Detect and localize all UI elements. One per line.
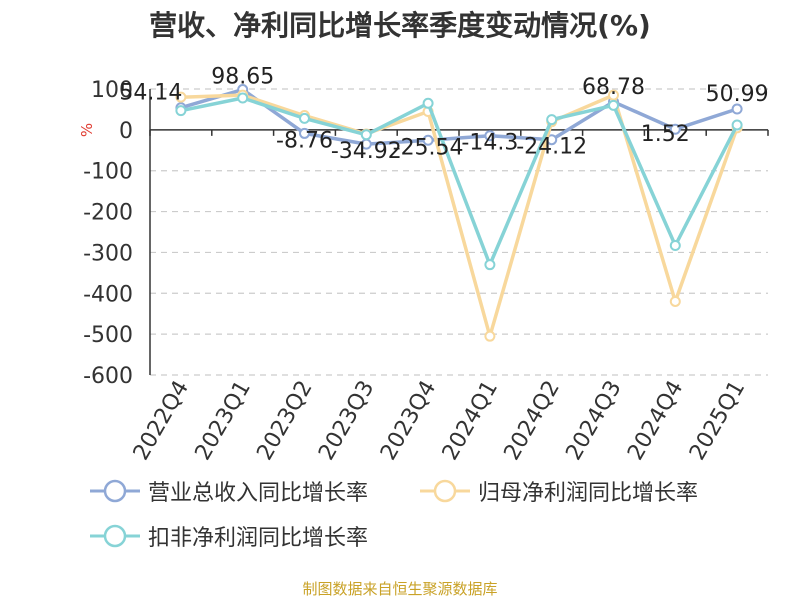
data-point xyxy=(484,130,496,142)
x-tick-label: 2023Q1 xyxy=(191,377,256,465)
data-point xyxy=(237,92,249,104)
y-tick-label: -100 xyxy=(83,160,133,185)
data-point xyxy=(484,259,496,271)
data-label: -8.76 xyxy=(276,128,333,153)
x-tick-label: 2024Q2 xyxy=(500,377,565,465)
x-tick-label: 2023Q4 xyxy=(376,376,441,464)
data-point xyxy=(731,103,743,115)
y-tick-label: -200 xyxy=(83,201,133,226)
y-tick-label: -500 xyxy=(83,323,133,348)
legend-item[interactable]: 营业总收入同比增长率 xyxy=(90,474,368,508)
data-point xyxy=(299,112,310,124)
legend-marker xyxy=(103,479,127,503)
y-axis-label: % xyxy=(78,123,96,137)
data-label: 1.52 xyxy=(641,122,690,147)
source-note: 制图数据来自恒生聚源数据库 xyxy=(302,580,498,598)
legend-symbol xyxy=(90,479,140,503)
data-point xyxy=(422,97,434,109)
y-tick-label: 0 xyxy=(119,119,133,144)
y-tick-label: 100 xyxy=(91,78,133,103)
x-tick-label: 2024Q1 xyxy=(438,377,503,465)
y-tick-label: -400 xyxy=(83,282,133,307)
data-point xyxy=(669,295,681,307)
data-point xyxy=(484,330,496,342)
data-label: -24.12 xyxy=(516,135,587,160)
data-label: 68.78 xyxy=(582,75,645,100)
x-tick-label: 2024Q4 xyxy=(623,377,688,465)
grid-lines xyxy=(150,88,768,376)
x-tick-label: 2023Q3 xyxy=(314,377,379,465)
data-point xyxy=(422,134,434,146)
data-point xyxy=(175,91,187,103)
y-tick-label: -300 xyxy=(83,241,133,266)
series-line xyxy=(180,96,739,267)
data-point xyxy=(731,119,743,131)
legend-item[interactable]: 扣非净利润同比增长率 xyxy=(90,519,368,553)
legend-label: 归母净利润同比增长率 xyxy=(478,481,699,506)
data-point xyxy=(299,127,310,139)
data-point xyxy=(669,239,681,251)
series-line xyxy=(180,93,739,338)
chart-title: 营收、净利同比增长率季度变动情况(%) xyxy=(149,9,651,42)
data-point xyxy=(546,114,558,126)
data-point xyxy=(608,89,619,101)
data-point xyxy=(360,129,372,141)
legend-symbol xyxy=(420,479,470,503)
data-label: 54.14 xyxy=(119,81,182,106)
data-point xyxy=(669,123,681,135)
x-tick-label: 2022Q4 xyxy=(129,377,194,465)
data-point xyxy=(175,105,187,117)
legend-marker xyxy=(103,524,127,548)
legend-label: 扣非净利润同比增长率 xyxy=(148,526,369,551)
y-tick-label: -600 xyxy=(83,364,133,389)
x-tick-label: 2023Q2 xyxy=(252,377,317,465)
data-label: 98.65 xyxy=(211,65,274,90)
data-label: -34.92 xyxy=(331,139,402,164)
data-labels: 54.14 98.65 -8.76-34.92-25.54-14.3-24.12 68… xyxy=(119,65,768,165)
data-label: 50.99 xyxy=(706,82,769,107)
series-line xyxy=(180,87,738,146)
legend-symbol xyxy=(90,524,140,548)
series-lines xyxy=(175,84,743,342)
x-tick-label: 2024Q3 xyxy=(561,377,626,465)
data-point xyxy=(608,99,619,111)
data-label: -25.54 xyxy=(393,135,464,160)
data-label: -14.3 xyxy=(461,131,518,156)
legend-item[interactable]: 归母净利润同比增长率 xyxy=(420,474,698,508)
legend-marker xyxy=(433,479,457,503)
x-tick-label: 2025Q1 xyxy=(685,377,750,465)
legend-label: 营业总收入同比增长率 xyxy=(148,481,369,506)
